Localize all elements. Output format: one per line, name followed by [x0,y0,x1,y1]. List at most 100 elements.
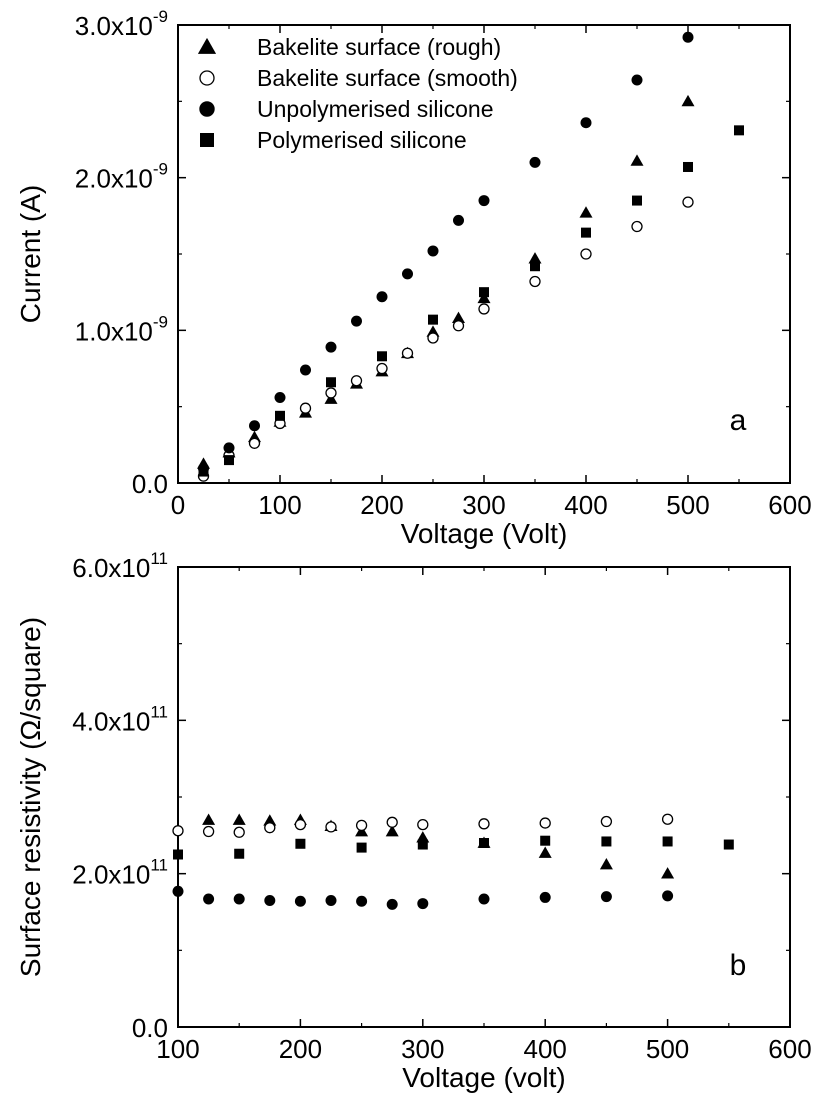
open-circle-marker [172,825,184,837]
filled-circle-marker [600,891,612,903]
square-marker [275,410,285,421]
legend: Bakelite surface (rough) Bakelite surface… [197,34,518,153]
legend-label: Bakelite surface (rough) [257,34,501,60]
triangle-marker [579,206,593,218]
open-circle-marker [417,818,429,831]
open-circle-marker [386,816,398,828]
filled-circle-marker [274,392,286,404]
filled-circle-marker [631,74,643,86]
square-marker [479,838,489,848]
filled-circle-marker [376,291,388,303]
filled-circle-marker [325,341,337,353]
filled-circle-marker [172,885,184,897]
y-axis-ticks: 0.0 1.0x10-9 2.0x10-9 3.0x10-9 [75,7,790,499]
y-tick-label: 2.0x1011 [72,856,168,890]
square-marker [479,287,489,298]
square-marker [417,839,428,850]
y-tick-label: 0.0 [132,1013,168,1043]
open-circle-marker [478,303,490,315]
open-circle-marker [539,817,551,829]
y-tick-label: 3.0x10-9 [75,7,168,41]
filled-circle-marker [478,893,490,905]
square-marker [601,836,612,847]
triangle-marker [538,846,552,858]
triangle-marker [630,154,644,166]
y-tick-label: 6.0x1011 [72,549,168,583]
x-tick-label: 300 [462,490,505,520]
panel-a: 0 100 200 300 400 500 600 0.0 1.0x10-9 2.0x10-9 3… [15,7,812,549]
square-marker [662,836,673,847]
open-circle-marker [682,196,694,208]
filled-circle-marker [682,31,694,43]
square-marker [224,455,234,466]
triangle-marker [202,813,216,825]
triangle-marker [681,94,695,107]
x-tick-label: 0 [171,490,185,520]
open-circle-marker [427,332,439,344]
data-points [172,813,734,910]
legend-item: Unpolymerised silicone [199,96,494,122]
data-points [197,31,744,482]
filled-circle-marker [264,895,276,906]
x-tick-label: 500 [646,1034,689,1064]
open-circle-marker [202,825,215,838]
filled-circle-marker [356,895,368,907]
panel-label: b [730,949,747,982]
open-circle-marker [401,347,414,359]
open-circle-marker [600,815,613,828]
open-circle-marker [580,248,592,260]
open-circle-marker [529,275,541,288]
open-circle-marker [478,818,490,830]
x-axis-label: Voltage (Volt) [401,518,568,549]
x-tick-label: 300 [401,1034,444,1064]
open-circle-marker [248,437,261,449]
triangle-marker [197,37,217,54]
filled-circle-marker [386,898,398,910]
filled-circle-marker [539,891,551,903]
filled-circle-marker [427,245,439,257]
filled-circle-marker [233,893,245,905]
triangle-marker [528,252,542,264]
filled-circle-marker [325,895,337,906]
y-axis-label: Current (A) [15,185,46,323]
filled-circle-marker [478,195,490,207]
square-marker [326,377,336,388]
open-circle-marker [452,320,465,332]
square-marker [234,848,245,859]
x-tick-label: 200 [360,490,403,520]
square-marker [198,466,209,477]
triangle-marker [452,311,465,323]
x-tick-label: 100 [156,1034,199,1064]
square-marker [581,227,591,238]
square-marker [632,195,642,206]
open-circle-marker [199,70,215,86]
open-circle-marker [631,220,643,233]
y-axis-label: Surface resistivity (Ω/square) [15,617,46,977]
legend-item: Bakelite surface (rough) [197,34,501,60]
triangle-marker [599,857,613,870]
triangle-marker [263,814,277,826]
legend-label: Unpolymerised silicone [257,96,494,122]
filled-circle-marker [203,893,215,905]
open-circle-marker [661,813,674,825]
square-marker [173,849,183,860]
y-tick-label: 4.0x1011 [72,702,168,736]
x-axis-ticks: 100 200 300 400 500 600 [156,567,812,1064]
y-tick-label: 0.0 [132,469,168,499]
open-circle-marker [264,822,276,834]
x-axis-label: Voltage (volt) [402,1062,565,1093]
x-tick-label: 200 [279,1034,322,1064]
triangle-marker [232,813,246,825]
open-circle-marker [350,375,363,387]
square-marker [356,842,367,853]
legend-item: Polymerised silicone [200,127,467,153]
legend-label: Polymerised silicone [257,127,467,153]
filled-circle-marker [417,898,429,910]
open-circle-marker [325,821,337,833]
y-tick-label: 2.0x10-9 [75,160,168,194]
panel-label: a [730,404,747,437]
open-circle-marker [325,387,337,399]
filled-circle-marker [294,895,306,907]
triangle-marker [385,825,399,837]
x-tick-label: 400 [564,490,607,520]
